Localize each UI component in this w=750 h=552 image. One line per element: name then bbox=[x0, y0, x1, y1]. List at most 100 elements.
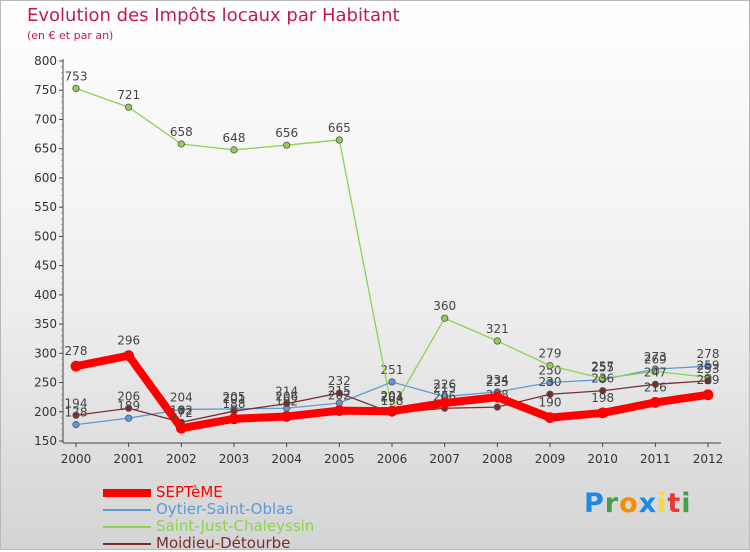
legend-label: Oytier-Saint-Oblas bbox=[156, 500, 294, 518]
data-label: 204 bbox=[381, 390, 404, 404]
data-label: 215 bbox=[433, 381, 456, 395]
data-point bbox=[493, 403, 501, 411]
x-tick-label: 2001 bbox=[113, 452, 144, 466]
y-tick-label: 500 bbox=[34, 229, 57, 243]
data-label: 205 bbox=[223, 390, 246, 404]
data-label: 192 bbox=[275, 394, 298, 408]
data-point bbox=[281, 411, 293, 422]
data-label: 214 bbox=[275, 385, 298, 399]
legend-swatch bbox=[103, 543, 151, 545]
data-label: 753 bbox=[65, 69, 88, 83]
logo-letter: i bbox=[681, 488, 692, 519]
logo-letter: x bbox=[638, 488, 658, 519]
data-label: 278 bbox=[65, 344, 88, 358]
logo-letter: o bbox=[619, 488, 639, 519]
data-label: 278 bbox=[697, 347, 720, 361]
data-label: 658 bbox=[170, 125, 193, 139]
y-tick-label: 350 bbox=[34, 317, 57, 331]
data-label: 194 bbox=[65, 396, 88, 410]
data-point bbox=[546, 378, 554, 387]
data-label: 232 bbox=[328, 374, 351, 388]
data-point bbox=[283, 141, 291, 149]
y-tick-label: 450 bbox=[34, 259, 57, 273]
data-label: 172 bbox=[170, 406, 193, 420]
logo-letter: t bbox=[667, 488, 682, 519]
data-label: 253 bbox=[697, 362, 720, 376]
data-point bbox=[441, 314, 449, 322]
data-label: 321 bbox=[486, 322, 509, 336]
legend-label: SEPTèME bbox=[156, 483, 223, 501]
y-tick-label: 750 bbox=[34, 83, 57, 97]
data-point bbox=[230, 146, 238, 154]
data-label: 198 bbox=[381, 394, 404, 408]
data-label: 202 bbox=[328, 389, 351, 403]
data-point bbox=[597, 407, 609, 419]
x-tick-label: 2008 bbox=[482, 452, 513, 466]
data-point bbox=[177, 405, 185, 414]
data-point bbox=[704, 377, 712, 385]
x-tick-label: 2002 bbox=[166, 452, 197, 466]
data-label: 665 bbox=[328, 121, 351, 135]
data-label: 296 bbox=[117, 334, 140, 348]
data-label: 360 bbox=[433, 299, 456, 313]
data-label: 236 bbox=[591, 372, 614, 386]
data-label: 648 bbox=[223, 131, 246, 145]
data-point bbox=[651, 367, 659, 376]
x-tick-label: 2011 bbox=[640, 452, 671, 466]
data-point bbox=[123, 350, 135, 362]
data-label: 269 bbox=[644, 352, 667, 366]
data-label: 721 bbox=[117, 88, 140, 102]
y-tick-label: 650 bbox=[34, 142, 57, 156]
data-point bbox=[228, 413, 240, 425]
x-tick-label: 2005 bbox=[324, 452, 355, 466]
x-tick-label: 2009 bbox=[535, 452, 566, 466]
data-point bbox=[335, 136, 343, 144]
data-point bbox=[544, 412, 556, 424]
data-point bbox=[704, 362, 712, 370]
data-label: 216 bbox=[644, 380, 667, 394]
data-label: 255 bbox=[591, 361, 614, 375]
data-label: 226 bbox=[433, 378, 456, 392]
x-tick-label: 2006 bbox=[377, 452, 408, 466]
data-point bbox=[72, 421, 80, 429]
y-tick-label: 600 bbox=[34, 171, 57, 185]
proxiti-logo: Proxiti bbox=[584, 488, 692, 519]
data-label: 204 bbox=[170, 390, 193, 404]
x-tick-label: 2012 bbox=[693, 452, 724, 466]
data-label: 201 bbox=[223, 392, 246, 406]
data-point bbox=[493, 337, 501, 345]
data-label: 251 bbox=[381, 363, 404, 377]
data-label: 230 bbox=[539, 375, 562, 389]
data-label: 234 bbox=[486, 373, 509, 387]
x-tick-label: 2003 bbox=[219, 452, 250, 466]
data-label: 279 bbox=[539, 347, 562, 361]
y-tick-label: 200 bbox=[34, 405, 57, 419]
data-point bbox=[283, 399, 291, 408]
data-label: 188 bbox=[223, 397, 246, 411]
data-point bbox=[333, 405, 345, 417]
data-label: 198 bbox=[591, 391, 614, 405]
data-point bbox=[702, 389, 714, 401]
legend-label: Moidieu-Détourbe bbox=[156, 534, 291, 552]
x-tick-label: 2004 bbox=[271, 452, 302, 466]
data-label: 206 bbox=[275, 389, 298, 403]
data-point bbox=[125, 103, 133, 111]
data-label: 190 bbox=[539, 396, 562, 410]
x-tick-label: 2000 bbox=[61, 452, 92, 466]
chart-subtitle: (en € et par an) bbox=[27, 29, 114, 42]
data-label: 229 bbox=[697, 373, 720, 387]
data-label: 257 bbox=[591, 359, 614, 373]
data-label: 225 bbox=[486, 375, 509, 389]
data-label: 273 bbox=[644, 350, 667, 364]
y-tick-label: 800 bbox=[34, 54, 57, 68]
x-tick-label: 2007 bbox=[429, 452, 460, 466]
data-point bbox=[491, 391, 503, 403]
logo-letter: i bbox=[657, 488, 668, 519]
data-label: 206 bbox=[117, 389, 140, 403]
data-point bbox=[70, 360, 82, 372]
data-point bbox=[125, 414, 133, 422]
data-point bbox=[175, 422, 187, 434]
data-point bbox=[599, 374, 607, 383]
chart-title: Evolution des Impôts locaux par Habitant bbox=[27, 5, 400, 26]
y-tick-label: 300 bbox=[34, 346, 57, 360]
